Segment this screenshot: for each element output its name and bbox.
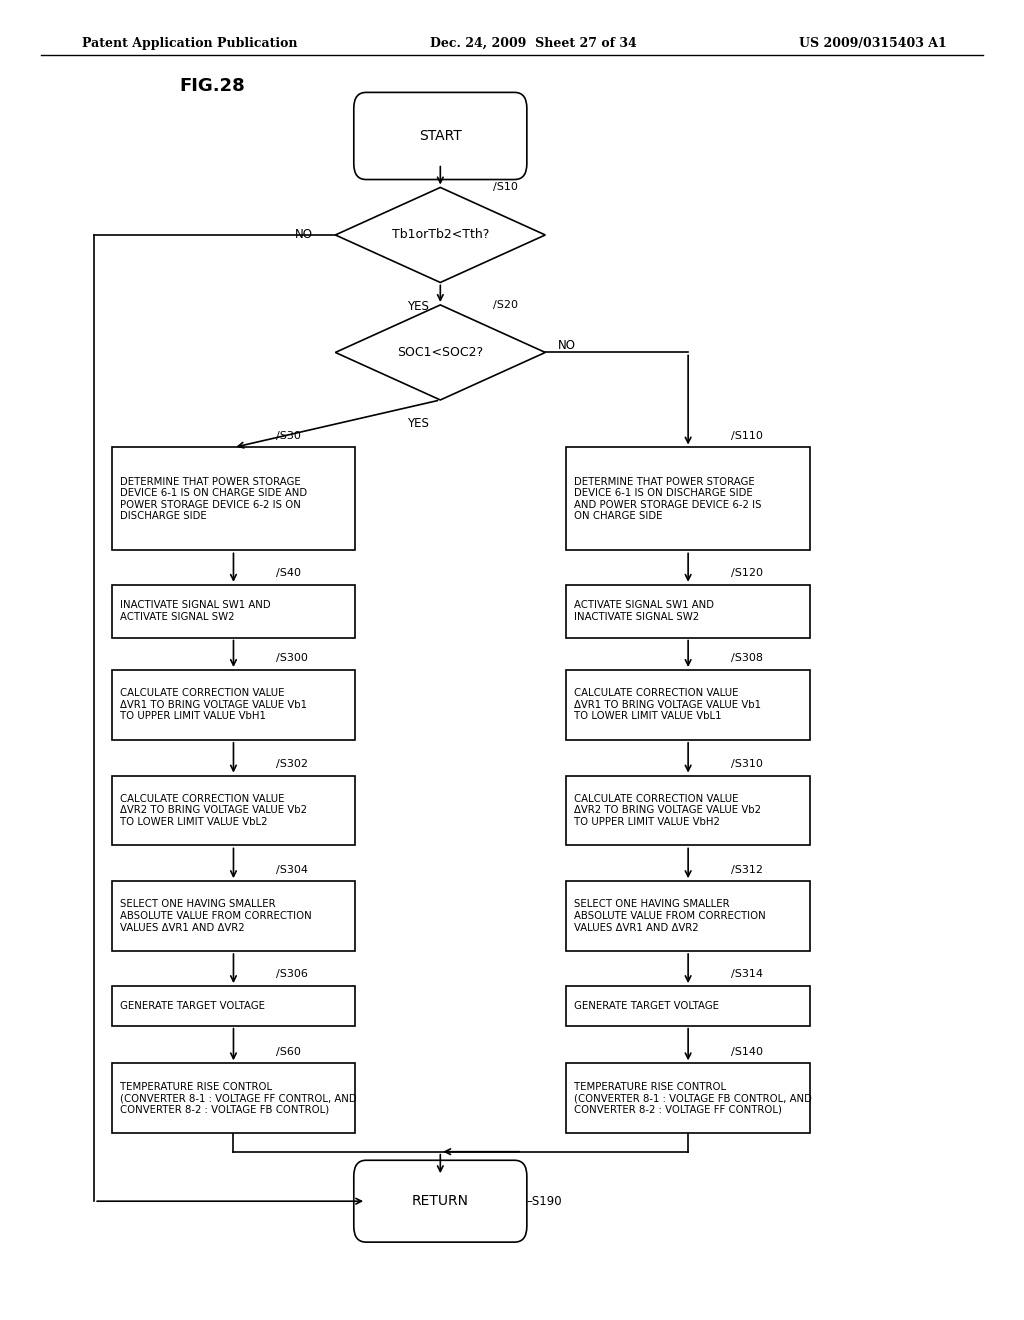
Bar: [112, 447, 355, 550]
Text: Dec. 24, 2009  Sheet 27 of 34: Dec. 24, 2009 Sheet 27 of 34: [430, 37, 637, 50]
Bar: [112, 776, 355, 846]
Text: GENERATE TARGET VOLTAGE: GENERATE TARGET VOLTAGE: [120, 1001, 265, 1011]
Text: /S302: /S302: [276, 759, 308, 768]
Text: Patent Application Publication: Patent Application Publication: [82, 37, 297, 50]
Text: /S110: /S110: [731, 430, 763, 441]
Bar: [566, 447, 810, 550]
FancyBboxPatch shape: [354, 1160, 526, 1242]
Text: /S120: /S120: [731, 568, 763, 578]
Text: SELECT ONE HAVING SMALLER
ABSOLUTE VALUE FROM CORRECTION
VALUES ΔVR1 AND ΔVR2: SELECT ONE HAVING SMALLER ABSOLUTE VALUE…: [574, 899, 766, 933]
Text: /S40: /S40: [276, 568, 301, 578]
Text: SOC1<SOC2?: SOC1<SOC2?: [397, 346, 483, 359]
Bar: [112, 882, 355, 950]
Text: /S310: /S310: [731, 759, 763, 768]
Bar: [566, 671, 810, 739]
Text: US 2009/0315403 A1: US 2009/0315403 A1: [799, 37, 946, 50]
Text: /S300: /S300: [276, 653, 308, 663]
Text: YES: YES: [407, 300, 429, 313]
Text: NO: NO: [295, 228, 313, 242]
Text: /S308: /S308: [731, 653, 763, 663]
Text: YES: YES: [407, 417, 429, 430]
Text: /S312: /S312: [731, 865, 763, 874]
Text: CALCULATE CORRECTION VALUE
ΔVR2 TO BRING VOLTAGE VALUE Vb2
TO LOWER LIMIT VALUE : CALCULATE CORRECTION VALUE ΔVR2 TO BRING…: [120, 793, 307, 828]
Text: INACTIVATE SIGNAL SW1 AND
ACTIVATE SIGNAL SW2: INACTIVATE SIGNAL SW1 AND ACTIVATE SIGNA…: [120, 601, 270, 622]
Text: /S306: /S306: [276, 969, 308, 979]
Text: TEMPERATURE RISE CONTROL
(CONVERTER 8-1 : VOLTAGE FB CONTROL, AND
CONVERTER 8-2 : TEMPERATURE RISE CONTROL (CONVERTER 8-1 …: [574, 1081, 812, 1115]
Text: ACTIVATE SIGNAL SW1 AND
INACTIVATE SIGNAL SW2: ACTIVATE SIGNAL SW1 AND INACTIVATE SIGNA…: [574, 601, 715, 622]
Bar: [566, 585, 810, 638]
Bar: [566, 1064, 810, 1133]
Bar: [112, 1064, 355, 1133]
Bar: [566, 882, 810, 950]
Text: NO: NO: [557, 339, 575, 352]
Text: /S10: /S10: [493, 182, 518, 193]
Text: DETERMINE THAT POWER STORAGE
DEVICE 6-1 IS ON DISCHARGE SIDE
AND POWER STORAGE D: DETERMINE THAT POWER STORAGE DEVICE 6-1 …: [574, 477, 762, 521]
Text: /S314: /S314: [731, 969, 763, 979]
Text: CALCULATE CORRECTION VALUE
ΔVR2 TO BRING VOLTAGE VALUE Vb2
TO UPPER LIMIT VALUE : CALCULATE CORRECTION VALUE ΔVR2 TO BRING…: [574, 793, 762, 828]
Text: CALCULATE CORRECTION VALUE
ΔVR1 TO BRING VOLTAGE VALUE Vb1
TO UPPER LIMIT VALUE : CALCULATE CORRECTION VALUE ΔVR1 TO BRING…: [120, 688, 307, 722]
Polygon shape: [336, 305, 545, 400]
Text: FIG.28: FIG.28: [179, 77, 245, 95]
Text: CALCULATE CORRECTION VALUE
ΔVR1 TO BRING VOLTAGE VALUE Vb1
TO LOWER LIMIT VALUE : CALCULATE CORRECTION VALUE ΔVR1 TO BRING…: [574, 688, 762, 722]
Text: DETERMINE THAT POWER STORAGE
DEVICE 6-1 IS ON CHARGE SIDE AND
POWER STORAGE DEVI: DETERMINE THAT POWER STORAGE DEVICE 6-1 …: [120, 477, 307, 521]
Text: /S304: /S304: [276, 865, 308, 874]
Text: /S20: /S20: [493, 300, 518, 310]
FancyBboxPatch shape: [354, 92, 526, 180]
Bar: [112, 986, 355, 1026]
Text: START: START: [419, 129, 462, 143]
Text: TEMPERATURE RISE CONTROL
(CONVERTER 8-1 : VOLTAGE FF CONTROL, AND
CONVERTER 8-2 : TEMPERATURE RISE CONTROL (CONVERTER 8-1 …: [120, 1081, 356, 1115]
Text: GENERATE TARGET VOLTAGE: GENERATE TARGET VOLTAGE: [574, 1001, 720, 1011]
Bar: [566, 776, 810, 846]
Bar: [112, 671, 355, 739]
Text: RETURN: RETURN: [412, 1195, 469, 1208]
Bar: [112, 585, 355, 638]
Text: /S60: /S60: [276, 1047, 301, 1056]
Text: /S140: /S140: [731, 1047, 763, 1056]
Text: –S190: –S190: [526, 1195, 562, 1208]
Bar: [566, 986, 810, 1026]
Polygon shape: [336, 187, 545, 282]
Text: SELECT ONE HAVING SMALLER
ABSOLUTE VALUE FROM CORRECTION
VALUES ΔVR1 AND ΔVR2: SELECT ONE HAVING SMALLER ABSOLUTE VALUE…: [120, 899, 311, 933]
Text: /S30: /S30: [276, 430, 301, 441]
Text: Tb1orTb2<Tth?: Tb1orTb2<Tth?: [391, 228, 489, 242]
